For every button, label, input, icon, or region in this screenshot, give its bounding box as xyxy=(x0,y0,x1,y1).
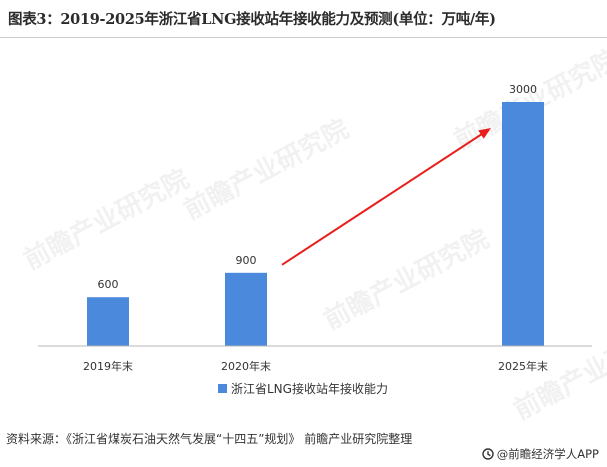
watermark-text: 前瞻产业研究院 xyxy=(179,113,354,226)
watermark-text: 前瞻产业研究院 xyxy=(319,223,494,336)
bar-3 xyxy=(502,102,544,346)
data-label-1: 600 xyxy=(98,278,119,291)
x-tick-label-3: 2025年末 xyxy=(498,359,548,373)
legend-label: 浙江省LNG接收站年接收能力 xyxy=(231,381,388,396)
chart-title: 图表3：2019-2025年浙江省LNG接收站年接收能力及预测(单位：万吨/年) xyxy=(8,11,496,28)
legend-swatch xyxy=(218,384,227,393)
bar-1 xyxy=(87,297,129,346)
brand-text: @前瞻经济学人APP xyxy=(496,447,599,461)
trend-arrow-group xyxy=(281,128,491,266)
bars-group xyxy=(87,102,544,346)
brand-credit: @前瞻经济学人APP xyxy=(482,446,599,462)
x-tick-label-2: 2020年末 xyxy=(221,359,271,373)
data-label-2: 900 xyxy=(236,254,257,267)
title-divider xyxy=(0,37,607,38)
watermark-text: 前瞻产业研究院 xyxy=(19,163,194,276)
trend-arrow-line xyxy=(281,131,486,266)
trend-arrow-head xyxy=(478,128,491,139)
data-labels-group: 600 900 3000 xyxy=(98,83,538,291)
legend: 浙江省LNG接收站年接收能力 xyxy=(218,381,388,396)
bar-2 xyxy=(225,272,267,346)
data-label-3: 3000 xyxy=(509,83,537,96)
x-tick-labels-group: 2019年末 2020年末 2025年末 xyxy=(83,359,548,373)
source-note: 资料来源：《浙江省煤炭石油天然气发展“十四五”规划》 前瞻产业研究院整理 xyxy=(6,432,413,446)
x-tick-label-1: 2019年末 xyxy=(83,359,133,373)
brand-logo-icon xyxy=(482,448,494,460)
